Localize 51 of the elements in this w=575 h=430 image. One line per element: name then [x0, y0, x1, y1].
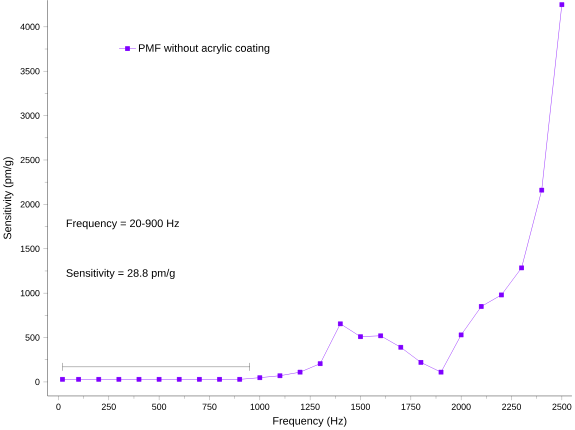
point: [499, 292, 504, 298]
point: [217, 376, 222, 382]
y-tick-label: 1000: [20, 290, 40, 296]
x-tick-label: 1250: [300, 404, 320, 410]
point: [278, 373, 282, 378]
point: [60, 376, 65, 382]
x-tick-label: 2500: [552, 404, 572, 410]
x-axis-title: Frequency (Hz): [273, 416, 346, 427]
y-tick-label: 3000: [20, 112, 40, 119]
point: [298, 370, 302, 375]
x-tick-label: 250: [102, 404, 116, 410]
point: [338, 321, 343, 326]
point: [76, 376, 81, 382]
point: [398, 344, 404, 350]
point: [136, 376, 142, 382]
point: [116, 376, 122, 382]
annotation: Sensitivity = 28.8 pm/g: [66, 268, 175, 279]
point: [257, 375, 262, 380]
y-tick-label: 3500: [20, 68, 40, 74]
point: [197, 376, 202, 382]
x-tick-label: 1750: [402, 404, 420, 410]
point: [418, 360, 424, 365]
y-tick-label: 4000: [20, 24, 40, 30]
x-tick-label: 2250: [502, 404, 522, 410]
x-tick-label: 500: [152, 404, 166, 410]
point: [559, 2, 564, 7]
x-tick-label: 1500: [351, 404, 370, 410]
point: [358, 334, 363, 339]
point: [96, 376, 102, 382]
point: [156, 376, 162, 382]
legend-label: PMF without acrylic coating: [138, 44, 270, 54]
point: [176, 376, 182, 382]
point: [318, 361, 323, 366]
point: [519, 265, 524, 270]
annotation: Frequency = 20-900 Hz: [66, 219, 179, 230]
y-tick-label: 1500: [20, 246, 40, 252]
x-tick-label: 0: [56, 404, 61, 410]
point: [539, 188, 544, 193]
x-tick-label: 750: [202, 404, 217, 410]
point: [478, 304, 484, 309]
point: [458, 332, 464, 338]
y-tick-label: 500: [25, 334, 40, 341]
y-tick-label: 2000: [20, 201, 40, 208]
point: [378, 333, 383, 338]
y-tick-label: 0: [35, 378, 40, 386]
x-tick-label: 1000: [250, 404, 270, 410]
point: [237, 376, 242, 382]
x-tick-label: 2000: [452, 404, 471, 410]
y-axis-title: Sensitivity (pm/g): [3, 157, 14, 240]
point: [438, 370, 444, 375]
y-tick-label: 2500: [20, 156, 40, 164]
